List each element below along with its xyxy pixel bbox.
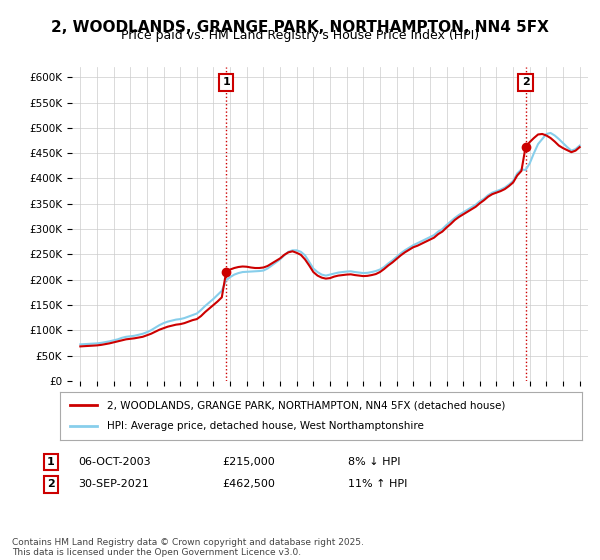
Text: 1: 1 (222, 77, 230, 87)
Text: 2: 2 (522, 77, 529, 87)
Text: Contains HM Land Registry data © Crown copyright and database right 2025.
This d: Contains HM Land Registry data © Crown c… (12, 538, 364, 557)
Text: 1: 1 (47, 457, 55, 467)
Text: 2, WOODLANDS, GRANGE PARK, NORTHAMPTON, NN4 5FX: 2, WOODLANDS, GRANGE PARK, NORTHAMPTON, … (51, 20, 549, 35)
Text: 2, WOODLANDS, GRANGE PARK, NORTHAMPTON, NN4 5FX (detached house): 2, WOODLANDS, GRANGE PARK, NORTHAMPTON, … (107, 400, 505, 410)
Text: 06-OCT-2003: 06-OCT-2003 (78, 457, 151, 467)
Text: £462,500: £462,500 (222, 479, 275, 489)
Text: 2: 2 (47, 479, 55, 489)
Text: HPI: Average price, detached house, West Northamptonshire: HPI: Average price, detached house, West… (107, 421, 424, 431)
Text: 8% ↓ HPI: 8% ↓ HPI (348, 457, 401, 467)
Text: 11% ↑ HPI: 11% ↑ HPI (348, 479, 407, 489)
Text: Price paid vs. HM Land Registry's House Price Index (HPI): Price paid vs. HM Land Registry's House … (121, 29, 479, 42)
Text: £215,000: £215,000 (222, 457, 275, 467)
Text: 30-SEP-2021: 30-SEP-2021 (78, 479, 149, 489)
